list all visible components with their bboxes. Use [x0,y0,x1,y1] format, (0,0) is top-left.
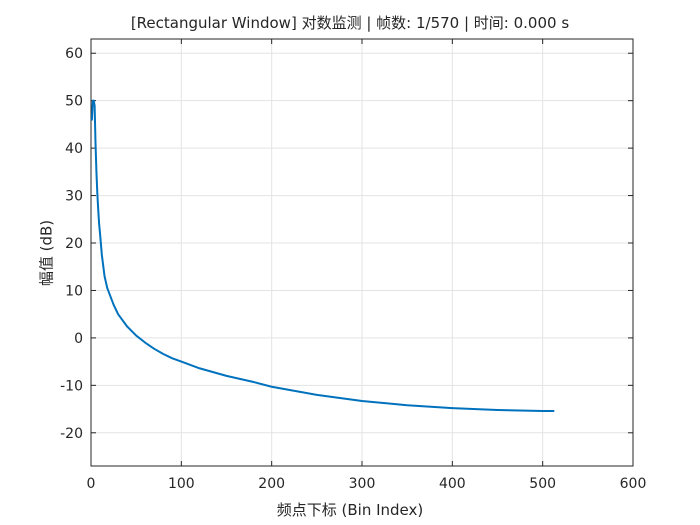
ticks [90,39,634,466]
y-tick-label: 60 [65,46,83,62]
x-tick-label: 600 [620,476,647,492]
x-tick-label: 300 [349,476,376,492]
y-tick-label: -20 [60,426,83,442]
y-tick-label: 20 [65,236,83,252]
chart-title: [Rectangular Window] 对数监测 | 帧数: 1/570 | … [130,14,570,32]
x-tick-label: 100 [168,476,195,492]
x-tick-label: 200 [258,476,285,492]
y-tick-label: -10 [60,378,83,394]
grid [91,39,633,466]
y-tick-label: 10 [65,283,83,299]
y-tick-label: 40 [65,141,83,157]
tick-labels: 0 100 200 300 400 500 600 -20 -10 0 10 20 30 40 50 60 [60,46,646,492]
x-tick-label: 500 [529,476,556,492]
y-tick-label: 0 [74,331,83,347]
y-tick-label: 30 [65,189,83,205]
x-axis-label: 频点下标 (Bin Index) [276,501,424,519]
y-tick-label: 50 [65,94,83,110]
y-axis-label: 幅值 (dB) [37,219,56,287]
x-tick-label: 0 [87,476,96,492]
x-tick-label: 400 [439,476,466,492]
series-line [90,99,555,412]
